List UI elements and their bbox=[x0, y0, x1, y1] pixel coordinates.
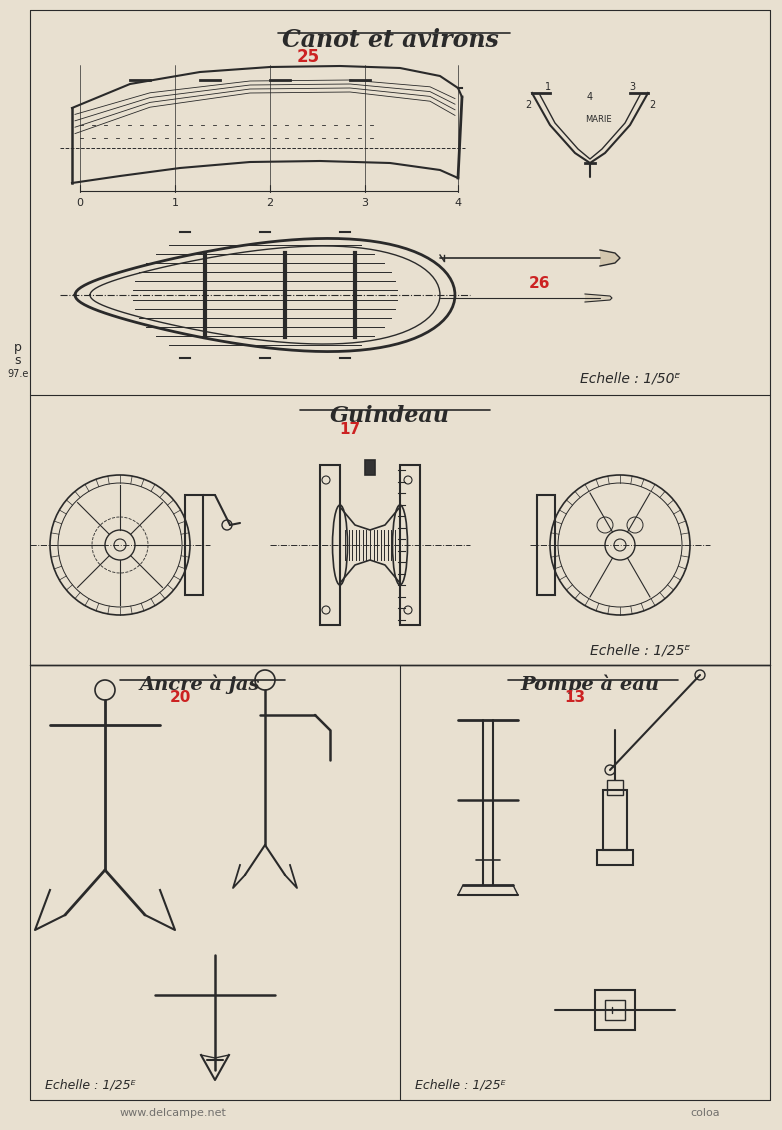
Text: 97.e: 97.e bbox=[7, 370, 29, 379]
Text: Echelle : 1/25ᴱ: Echelle : 1/25ᴱ bbox=[590, 644, 690, 658]
Bar bbox=[597, 850, 633, 864]
Text: 0: 0 bbox=[77, 198, 84, 208]
Bar bbox=[537, 495, 555, 596]
Text: 2: 2 bbox=[525, 99, 531, 110]
Bar bbox=[185, 495, 203, 596]
Text: Echelle : 1/50ᴱ: Echelle : 1/50ᴱ bbox=[580, 371, 680, 385]
Text: 2: 2 bbox=[649, 99, 655, 110]
Text: Ancre à jas: Ancre à jas bbox=[140, 673, 260, 694]
Text: 1: 1 bbox=[171, 198, 178, 208]
Text: Pompe à eau: Pompe à eau bbox=[521, 673, 659, 694]
Text: 4: 4 bbox=[454, 198, 461, 208]
Bar bbox=[365, 460, 375, 475]
Text: s: s bbox=[15, 354, 21, 366]
Bar bbox=[595, 990, 635, 1031]
Text: 25: 25 bbox=[296, 47, 320, 66]
Text: 17: 17 bbox=[339, 421, 361, 437]
Bar bbox=[603, 790, 627, 850]
Text: p: p bbox=[14, 341, 22, 355]
Text: Guindeau: Guindeau bbox=[330, 405, 450, 427]
Text: Canot et avirons: Canot et avirons bbox=[282, 28, 498, 52]
Text: 3: 3 bbox=[361, 198, 368, 208]
Polygon shape bbox=[600, 250, 620, 266]
Text: 3: 3 bbox=[629, 82, 635, 92]
Text: MARIE: MARIE bbox=[585, 115, 612, 124]
Text: 1: 1 bbox=[545, 82, 551, 92]
Polygon shape bbox=[585, 294, 612, 302]
Bar bbox=[320, 466, 340, 625]
Bar bbox=[400, 466, 420, 625]
Text: www.delcampe.net: www.delcampe.net bbox=[120, 1109, 227, 1118]
Text: Echelle : 1/25ᴱ: Echelle : 1/25ᴱ bbox=[415, 1079, 506, 1092]
Text: 20: 20 bbox=[170, 690, 191, 705]
Bar bbox=[607, 780, 623, 796]
Text: 13: 13 bbox=[565, 690, 586, 705]
Text: 2: 2 bbox=[267, 198, 274, 208]
Text: Echelle : 1/25ᴱ: Echelle : 1/25ᴱ bbox=[45, 1079, 135, 1092]
Text: 26: 26 bbox=[529, 276, 551, 292]
Text: 4: 4 bbox=[587, 92, 593, 102]
Bar bbox=[605, 1000, 625, 1020]
Text: coloa: coloa bbox=[690, 1109, 719, 1118]
